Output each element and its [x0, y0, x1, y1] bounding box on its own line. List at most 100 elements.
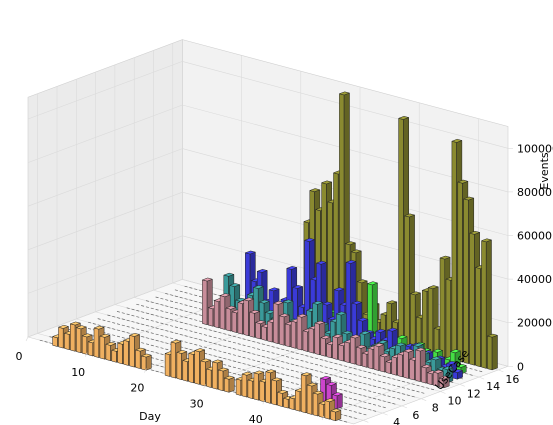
bar-front [218, 369, 224, 392]
bar-front [259, 380, 265, 403]
bar-front [475, 267, 481, 368]
bar [414, 347, 427, 382]
bar-top [396, 335, 408, 339]
bar-top [134, 347, 147, 352]
bar-top [319, 335, 332, 340]
bar-top [296, 313, 308, 318]
y-tick-mark [382, 412, 388, 416]
x-tick-label: 10 [71, 366, 85, 379]
usecase-baseline [97, 318, 406, 402]
bar-front [397, 353, 403, 378]
bar-front [367, 347, 374, 370]
bar-front [338, 344, 344, 362]
bar-top [193, 348, 206, 352]
bar-front [295, 390, 301, 412]
bar-front [379, 355, 385, 373]
bar-top [430, 356, 442, 361]
bar-front [463, 198, 469, 364]
bar-front [451, 140, 457, 361]
y-tick-mark [421, 398, 427, 401]
z-tick-label: 40000 [517, 273, 552, 286]
bar-top [320, 180, 333, 185]
bar-front [70, 323, 76, 352]
bar-top [254, 320, 267, 324]
bar-front [439, 257, 446, 358]
bar-front [176, 351, 182, 381]
bar-front [194, 350, 200, 385]
bar-top [351, 300, 363, 305]
bar-top [338, 91, 351, 96]
bar-top [394, 342, 407, 347]
x-tick-mark [25, 336, 29, 342]
bar-front [289, 397, 295, 411]
gridline-z [27, 191, 183, 251]
bar-top [350, 249, 363, 254]
bar-side [491, 334, 498, 371]
bar-side [145, 354, 152, 371]
bar-top [199, 358, 212, 363]
bar-top [451, 369, 464, 373]
bar-top [75, 325, 88, 330]
bar-top [315, 260, 328, 265]
z-tick-label: 100000 [517, 142, 553, 155]
bar-top [355, 344, 368, 349]
bar-top [356, 279, 369, 284]
series-usecase-1 [51, 321, 342, 422]
bar-top [268, 287, 280, 292]
bar-front [290, 320, 297, 349]
bar-front [403, 350, 409, 379]
usecase-baseline [116, 311, 425, 394]
bar-front [271, 379, 277, 406]
bar-front [469, 232, 475, 366]
bar-front [487, 335, 493, 371]
x-tick-mark [144, 368, 147, 373]
bar-top [99, 333, 111, 338]
bar-front [398, 117, 404, 347]
bar-front [356, 346, 362, 367]
bar-top [427, 285, 440, 289]
bar-top [439, 255, 451, 260]
bar-front [58, 326, 64, 349]
y-tick-mark [478, 376, 485, 380]
bar-front [361, 352, 368, 368]
bar-front [200, 360, 206, 387]
bar-front [410, 293, 416, 350]
bar-top [397, 116, 410, 120]
bar-top [201, 277, 214, 282]
x-tick-label: 30 [190, 397, 204, 410]
x-tick-mark [84, 352, 88, 357]
bar-front [249, 311, 255, 338]
bar-top [128, 333, 141, 337]
usecase-baseline [107, 314, 416, 398]
bar-top [455, 363, 468, 368]
bar-top [331, 392, 344, 397]
bar-top [256, 269, 269, 273]
bar-front [117, 342, 123, 365]
gridline-z [27, 104, 183, 163]
y-tick-mark [440, 391, 446, 394]
bar [223, 375, 236, 393]
bar-front [312, 392, 319, 417]
bar-front [212, 361, 218, 390]
bar-front [267, 320, 273, 343]
bar-top [431, 348, 444, 353]
bar-front [241, 373, 248, 398]
y-tick-label: 8 [432, 402, 439, 415]
bar-front [247, 379, 253, 400]
bar-top [291, 285, 304, 289]
bar-front [296, 315, 303, 351]
bar-front [300, 374, 307, 414]
y-tick-label: 12 [467, 387, 481, 400]
bar-top [385, 300, 398, 305]
bar-front [129, 334, 135, 368]
y-tick-mark [401, 405, 408, 409]
bar-front [208, 307, 214, 327]
bar-front [213, 300, 220, 329]
bar-front [202, 279, 208, 326]
z-tick-label: 0 [517, 360, 524, 373]
bar-top [276, 389, 289, 394]
bar-top [386, 327, 399, 332]
bar-front [231, 311, 237, 333]
bar-top [379, 353, 391, 358]
